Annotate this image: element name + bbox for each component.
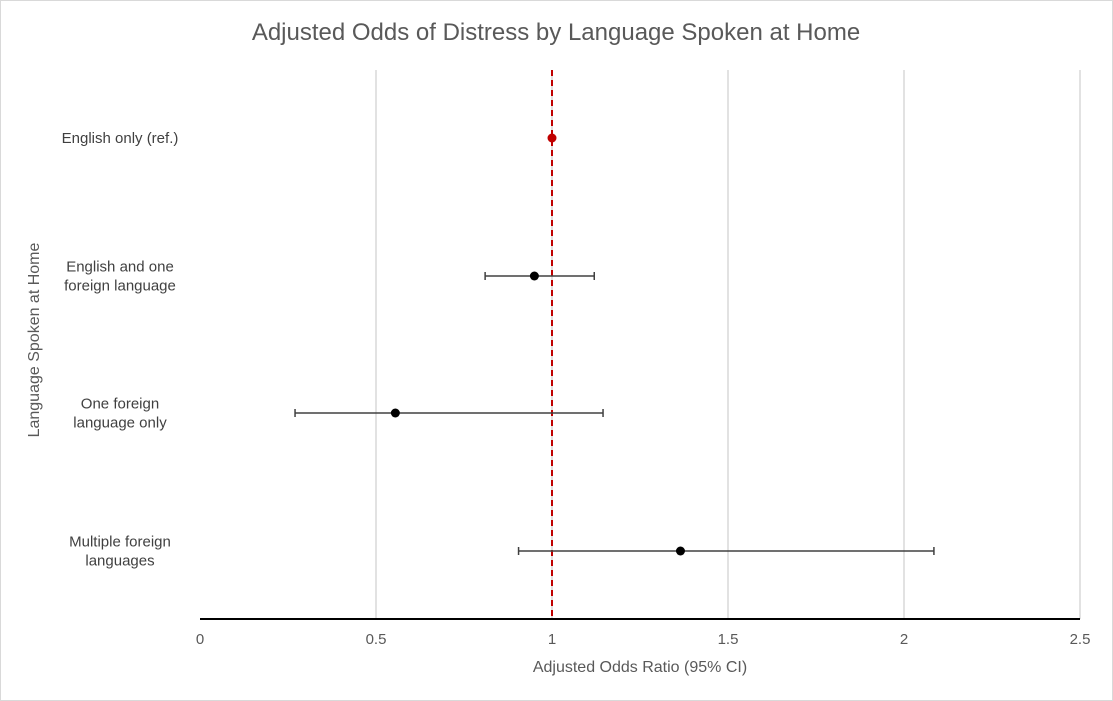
x-tick-label: 1	[548, 631, 556, 648]
odds-ratio-point	[675, 546, 685, 556]
x-tick-labels: 0 0.5 1 1.5 2 2.5	[196, 631, 1091, 648]
category-label: foreign language	[64, 278, 176, 295]
category-label: English only (ref.)	[62, 130, 179, 147]
x-tick-label: 1.5	[718, 631, 739, 648]
odds-ratio-point	[547, 133, 557, 143]
category-label: languages	[85, 553, 154, 570]
category-labels: English only (ref.) English and one foreig…	[62, 130, 179, 570]
category-label: Multiple foreign	[69, 534, 171, 551]
category-label: One foreign	[81, 396, 159, 413]
x-axis-title: Adjusted Odds Ratio (95% CI)	[533, 659, 747, 676]
odds-ratio-point	[390, 408, 400, 418]
x-tick-label: 2.5	[1070, 631, 1091, 648]
x-tick-label: 0	[196, 631, 204, 648]
category-label: English and one	[66, 259, 174, 276]
data-marks	[294, 133, 935, 556]
gridlines	[375, 70, 1081, 619]
x-tick-label: 0.5	[366, 631, 387, 648]
odds-ratio-point	[529, 271, 539, 281]
category-label: language only	[73, 415, 167, 432]
x-tick-label: 2	[900, 631, 908, 648]
y-axis-title: Language Spoken at Home	[26, 242, 43, 437]
chart-title: Adjusted Odds of Distress by Language Sp…	[252, 19, 860, 46]
